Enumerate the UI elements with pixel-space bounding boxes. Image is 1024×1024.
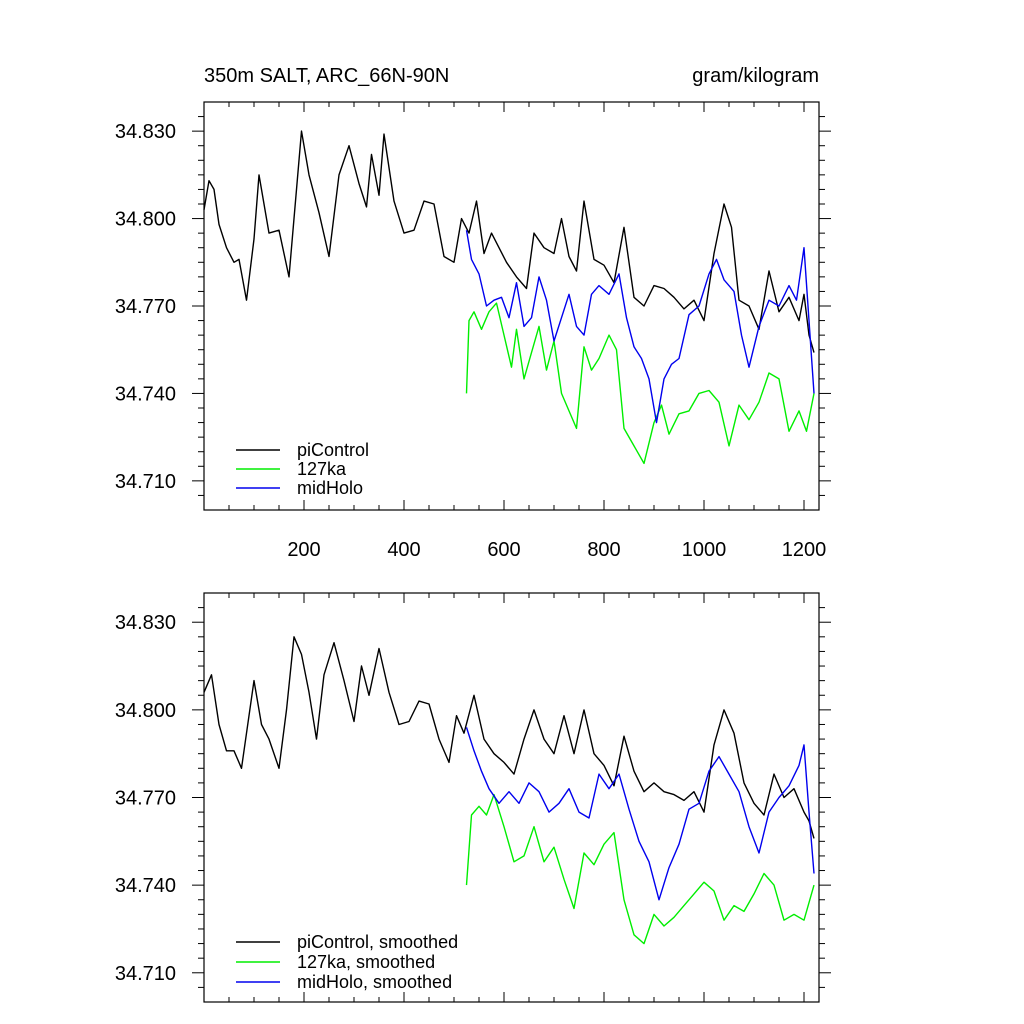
top-legend-label-1: 127ka	[297, 459, 347, 479]
top-y-tick-label: 34.800	[115, 209, 176, 231]
top-y-tick-label: 34.710	[115, 471, 176, 493]
bottom-legend-label-1: 127ka, smoothed	[297, 952, 435, 972]
top-y-tick-label: 34.740	[115, 383, 176, 405]
top-chart-units: gram/kilogram	[692, 65, 819, 87]
bottom-y-tick-label: 34.800	[115, 700, 176, 722]
top-series-line-2	[465, 230, 815, 424]
bottom-ticks: 34.830 34.800 34.770 34.740 34.710	[115, 593, 831, 1002]
bottom-legend-label-0: piControl, smoothed	[297, 932, 458, 952]
bottom-lines	[203, 636, 815, 945]
top-x-tick-label: 200	[287, 539, 320, 561]
top-series-line-0	[203, 130, 815, 353]
bottom-y-tick-label: 34.740	[115, 875, 176, 897]
top-panel: 350m SALT, ARC_66N-90N gram/kilogram 200…	[115, 65, 831, 561]
top-y-tick-label: 34.830	[115, 121, 176, 143]
top-chart-title: 350m SALT, ARC_66N-90N	[204, 65, 449, 87]
top-series-line-1	[465, 302, 815, 465]
bottom-y-tick-label: 34.830	[115, 612, 176, 634]
bottom-series-line-1	[465, 793, 815, 945]
top-y-tick-label: 34.770	[115, 296, 176, 318]
bottom-series-line-2	[465, 727, 815, 901]
top-x-tick-label: 1200	[782, 539, 827, 561]
top-ticks: 200 400 600 800 1000 1200 34.830 34.800 34.770 34…	[115, 102, 831, 561]
bottom-series-line-0	[203, 636, 815, 839]
top-x-tick-label: 800	[587, 539, 620, 561]
top-x-tick-label: 1000	[682, 539, 727, 561]
top-x-tick-label: 600	[487, 539, 520, 561]
bottom-legend-label-2: midHolo, smoothed	[297, 972, 452, 992]
top-legend-label-2: midHolo	[297, 478, 363, 498]
top-legend-label-0: piControl	[297, 440, 369, 460]
top-lines	[203, 130, 815, 465]
top-x-tick-label: 400	[387, 539, 420, 561]
bottom-panel: 34.830 34.800 34.770 34.740 34.710 piControl…	[115, 592, 831, 1003]
bottom-y-tick-label: 34.770	[115, 788, 176, 810]
bottom-y-tick-label: 34.710	[115, 963, 176, 985]
